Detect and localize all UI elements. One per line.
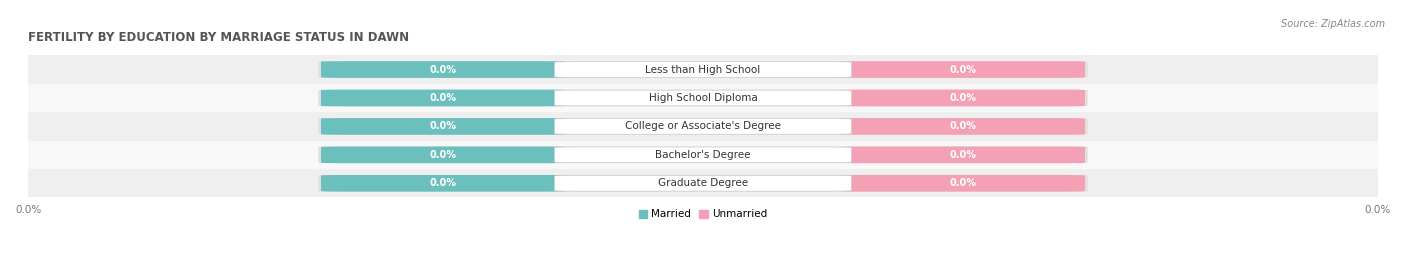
FancyBboxPatch shape <box>554 90 852 106</box>
Text: 0.0%: 0.0% <box>430 150 457 160</box>
Text: 0.0%: 0.0% <box>430 178 457 188</box>
Bar <box>28 112 1378 141</box>
FancyBboxPatch shape <box>841 90 1085 106</box>
Text: Bachelor's Degree: Bachelor's Degree <box>655 150 751 160</box>
Text: 0.0%: 0.0% <box>949 150 976 160</box>
Text: College or Associate's Degree: College or Associate's Degree <box>626 121 780 132</box>
FancyBboxPatch shape <box>321 90 565 106</box>
Bar <box>28 169 1378 197</box>
Text: 0.0%: 0.0% <box>949 65 976 75</box>
Text: Less than High School: Less than High School <box>645 65 761 75</box>
Bar <box>28 141 1378 169</box>
FancyBboxPatch shape <box>318 146 1088 163</box>
Text: 0.0%: 0.0% <box>949 121 976 132</box>
FancyBboxPatch shape <box>841 61 1085 78</box>
FancyBboxPatch shape <box>321 118 565 135</box>
FancyBboxPatch shape <box>318 175 1088 192</box>
FancyBboxPatch shape <box>318 61 1088 78</box>
Bar <box>28 55 1378 84</box>
FancyBboxPatch shape <box>554 147 852 163</box>
Text: Source: ZipAtlas.com: Source: ZipAtlas.com <box>1281 19 1385 29</box>
Legend: Married, Unmarried: Married, Unmarried <box>634 205 772 224</box>
Text: Graduate Degree: Graduate Degree <box>658 178 748 188</box>
Text: 0.0%: 0.0% <box>949 178 976 188</box>
FancyBboxPatch shape <box>554 119 852 134</box>
FancyBboxPatch shape <box>321 175 565 192</box>
Text: 0.0%: 0.0% <box>430 65 457 75</box>
FancyBboxPatch shape <box>321 61 565 78</box>
Text: High School Diploma: High School Diploma <box>648 93 758 103</box>
FancyBboxPatch shape <box>841 147 1085 163</box>
Text: FERTILITY BY EDUCATION BY MARRIAGE STATUS IN DAWN: FERTILITY BY EDUCATION BY MARRIAGE STATU… <box>28 31 409 44</box>
FancyBboxPatch shape <box>841 175 1085 192</box>
Text: 0.0%: 0.0% <box>949 93 976 103</box>
FancyBboxPatch shape <box>321 147 565 163</box>
FancyBboxPatch shape <box>554 62 852 77</box>
FancyBboxPatch shape <box>318 118 1088 135</box>
FancyBboxPatch shape <box>841 118 1085 135</box>
Bar <box>28 84 1378 112</box>
FancyBboxPatch shape <box>554 175 852 191</box>
Text: 0.0%: 0.0% <box>430 93 457 103</box>
FancyBboxPatch shape <box>318 90 1088 106</box>
Text: 0.0%: 0.0% <box>430 121 457 132</box>
